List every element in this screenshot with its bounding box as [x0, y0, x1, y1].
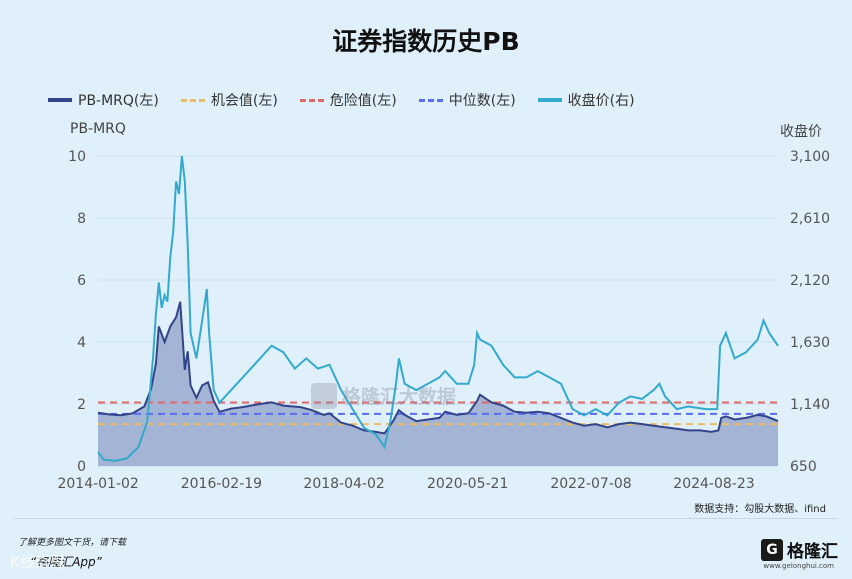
legend-swatch-pb	[48, 98, 72, 102]
watermark-logo-icon	[311, 383, 337, 409]
legend-swatch-close	[537, 98, 562, 102]
legend-item-median[interactable]: 中位数(左)	[418, 90, 516, 110]
y-right-axis-title: 收盘价	[780, 124, 822, 140]
x-tick-label: 2014-01-02	[57, 476, 138, 492]
chart-plot: 格隆汇大数据 0 650 2 1,140 4 1,630 6 2,120 8 2,610 10 3,1…	[57, 149, 830, 492]
x-tick-label: 2024-08-23	[673, 476, 754, 492]
pb-area-layer	[98, 301, 778, 466]
legend-label-median: 中位数(左)	[448, 93, 516, 109]
legend-swatch-median	[418, 98, 443, 102]
footer-divider	[14, 518, 838, 519]
x-tick-label: 2016-02-19	[181, 476, 262, 492]
y-right-tick-label: 650	[790, 459, 817, 475]
y-right-tick-label: 2,120	[790, 273, 830, 289]
threshold-lines	[98, 401, 778, 426]
y-left-tick-label: 10	[68, 149, 86, 165]
y-right-tick-label: 2,610	[790, 211, 830, 227]
brand-name: 格隆汇	[787, 542, 838, 562]
axes: 0 650 2 1,140 4 1,630 6 2,120 8 2,610 10 3,100 2014-…	[57, 149, 830, 492]
y-right-tick-label: 3,100	[790, 149, 830, 165]
legend-item-opportunity[interactable]: 机会值(左)	[180, 90, 278, 110]
footer-app-name: “格隆汇App”	[30, 555, 102, 569]
bottom-watermark: K线奇思	[10, 553, 65, 571]
y-left-tick-label: 8	[77, 211, 86, 227]
pb-mrq-line	[97, 301, 779, 435]
footer-note: 了解更多图文干货，请下载	[18, 538, 127, 548]
legend-swatch-danger	[299, 98, 324, 102]
series-lines	[97, 155, 779, 462]
chart-title: 证券指数历史PB	[332, 27, 520, 56]
watermark: 格隆汇大数据	[311, 383, 456, 409]
legend-swatch-opportunity	[180, 98, 205, 102]
legend-label-close: 收盘价(右)	[567, 93, 635, 109]
brand-logo: G 格隆汇	[761, 537, 838, 562]
legend-label-opportunity: 机会值(左)	[210, 93, 278, 109]
brand-url: www.gelonghui.com	[763, 562, 834, 570]
y-left-tick-label: 2	[77, 397, 86, 413]
y-left-axis-title: PB-MRQ	[70, 121, 126, 137]
legend-item-close[interactable]: 收盘价(右)	[537, 90, 635, 110]
data-source: 数据支持：勾股大数据、ifind	[694, 504, 826, 515]
legend-label-danger: 危险值(左)	[329, 93, 397, 109]
y-left-tick-label: 0	[77, 459, 86, 475]
x-tick-label: 2020-05-21	[427, 476, 508, 492]
y-left-tick-label: 6	[77, 273, 86, 289]
x-tick-label: 2018-04-02	[303, 476, 384, 492]
y-right-tick-label: 1,630	[790, 335, 830, 351]
watermark-text: 格隆汇大数据	[342, 385, 456, 408]
legend: PB-MRQ(左) 机会值(左) 危险值(左) 中位数(左) 收盘价(右)	[48, 90, 635, 110]
close-price-line	[97, 155, 779, 462]
legend-label-pb: PB-MRQ(左)	[78, 93, 159, 109]
legend-item-pb[interactable]: PB-MRQ(左)	[48, 90, 159, 110]
x-tick-label: 2022-07-08	[550, 476, 631, 492]
legend-item-danger[interactable]: 危险值(左)	[299, 90, 397, 110]
y-left-tick-label: 4	[77, 335, 86, 351]
y-right-tick-label: 1,140	[790, 397, 830, 413]
pb-area-fill	[98, 301, 778, 466]
brand-mark-icon: G	[761, 538, 783, 561]
